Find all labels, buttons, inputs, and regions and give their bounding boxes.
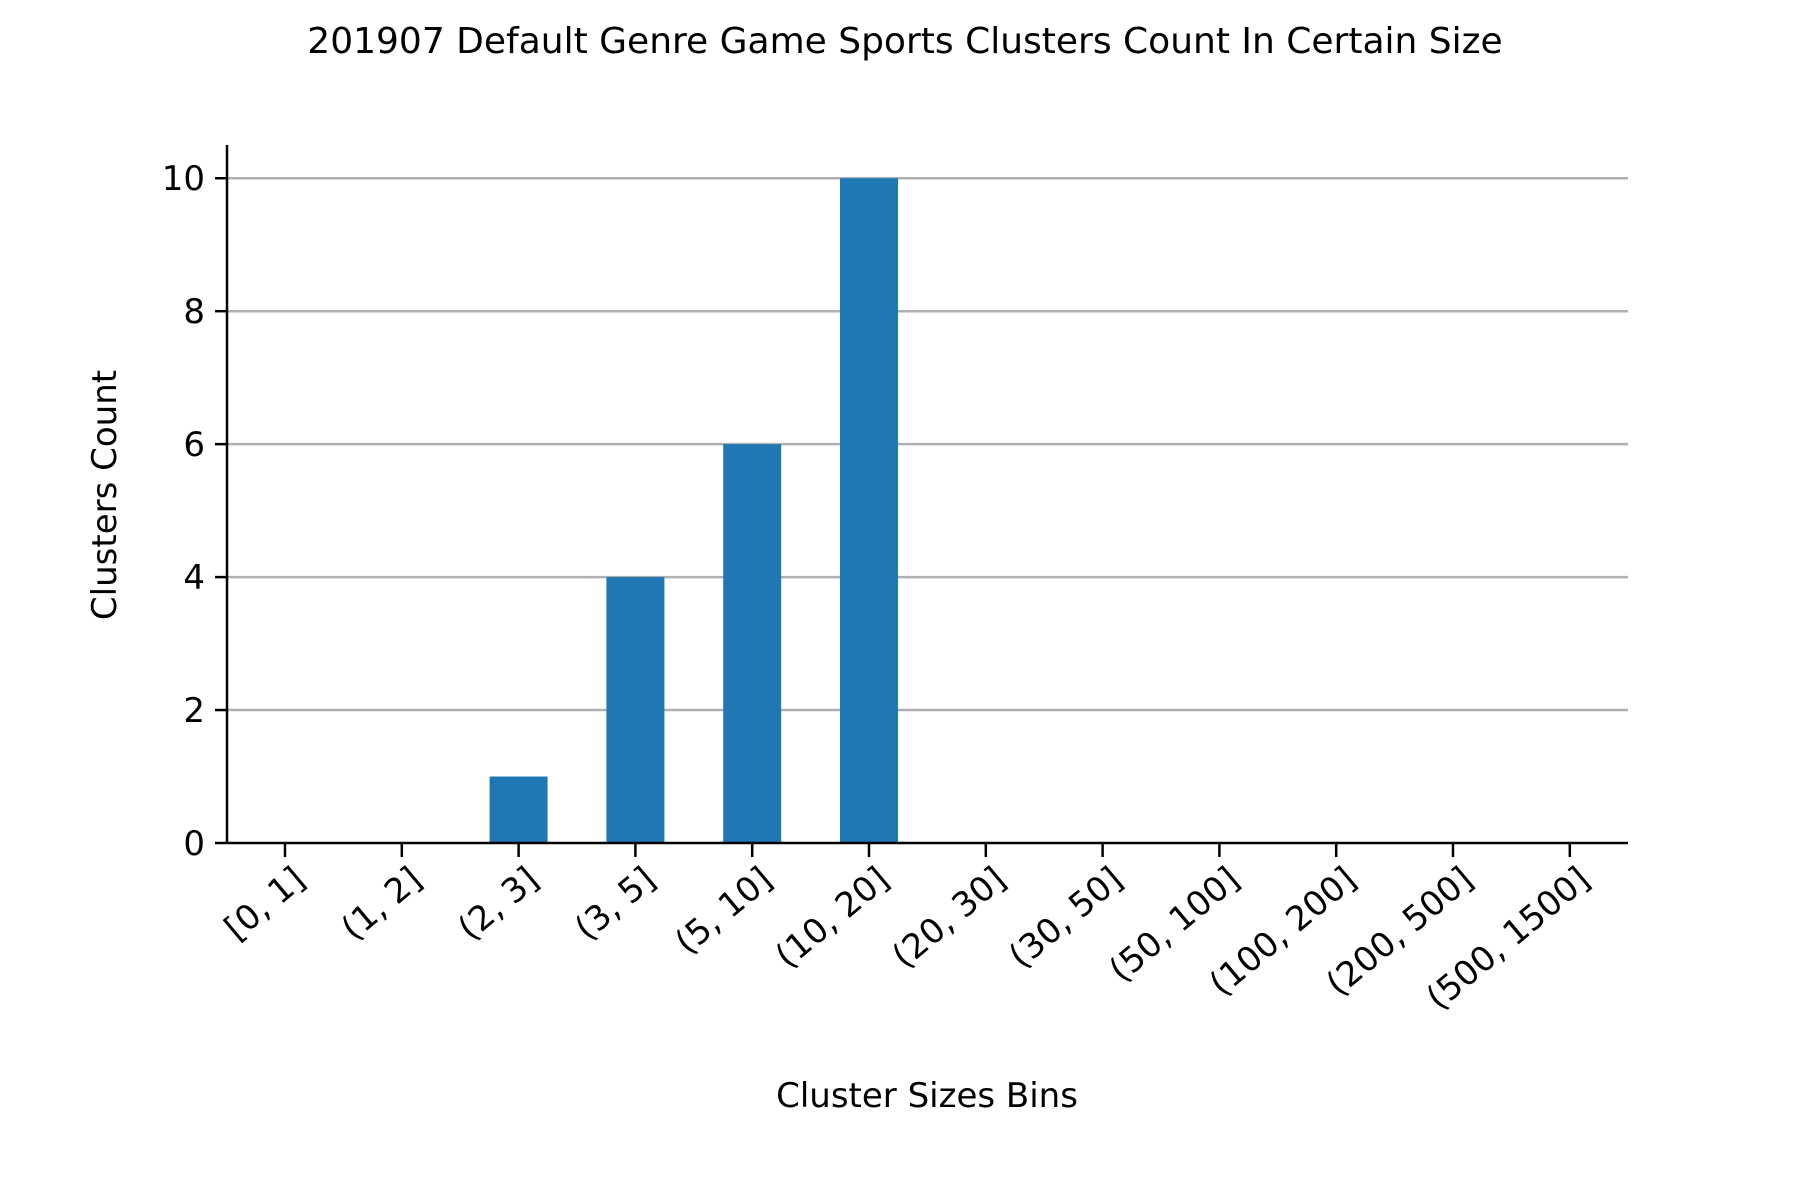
x-tick-label: (3, 5] [567, 859, 663, 948]
y-tick-label: 2 [183, 691, 205, 731]
y-tick-label: 4 [183, 558, 205, 598]
chart-title: 201907 Default Genre Game Sports Cluster… [307, 21, 1502, 62]
y-axis-label: Clusters Count [85, 370, 125, 620]
axes [225, 145, 1628, 845]
bar-3 [606, 577, 665, 843]
bars [489, 178, 898, 843]
x-tick-label: (2, 3] [451, 859, 547, 948]
y-tick-label: 8 [183, 292, 205, 332]
x-tick-label: (20, 30] [885, 859, 1014, 976]
x-axis-label: Cluster Sizes Bins [776, 1076, 1078, 1116]
bar-4 [723, 444, 782, 843]
x-ticks: [0, 1] (1, 2] (2, 3] (3, 5] (5, 10](10, 20](… [217, 843, 1598, 1018]
bar-5 [840, 178, 898, 843]
x-tick-label: (10, 20] [768, 859, 897, 976]
grid-lines [227, 176, 1628, 712]
y-tick-label: 0 [183, 824, 205, 864]
x-tick-label: (5, 10] [668, 859, 780, 962]
y-ticks: 0 2 4 6 8 10 [162, 159, 227, 864]
x-tick-label: (1, 2] [334, 859, 430, 948]
y-tick-label: 6 [183, 425, 205, 465]
x-tick-label: [0, 1] [217, 859, 313, 948]
y-tick-label: 10 [162, 159, 205, 199]
bar-2 [489, 776, 548, 843]
